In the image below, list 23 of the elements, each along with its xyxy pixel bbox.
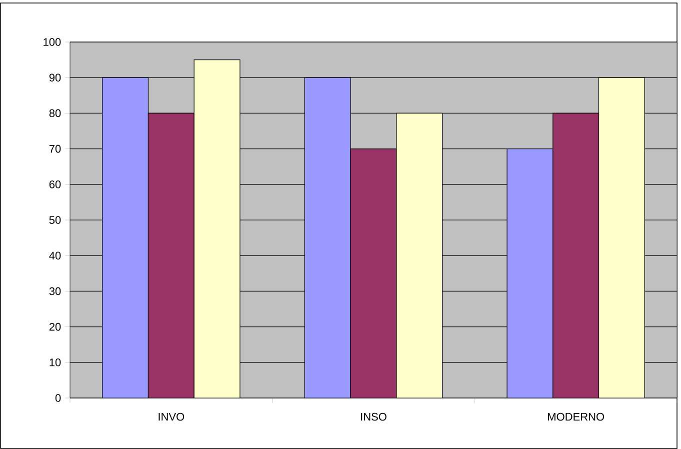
y-tick-label: 30 [49,287,61,296]
bar [506,148,554,398]
bar [148,112,194,398]
bar [194,59,240,398]
x-tick-label: INVO [158,412,184,421]
x-tick-label: MODERNO [548,412,604,421]
bar [552,112,600,398]
y-tick-label: 40 [49,252,61,260]
bar [396,112,443,398]
y-tick-label: 0 [55,394,61,402]
bar [598,77,645,398]
y-tick-label: 90 [49,74,61,82]
y-tick-label: 100 [44,38,61,46]
y-tick-label: 20 [49,322,61,331]
bar [350,148,397,398]
y-tick-label: 60 [49,180,61,188]
bar [304,77,351,398]
x-tick-label: INSO [361,412,386,421]
y-tick-label: 50 [49,216,61,224]
y-tick-label: 70 [49,144,61,153]
y-tick-label: 10 [50,358,61,366]
y-tick-label: 80 [49,109,61,118]
bar [102,77,149,398]
